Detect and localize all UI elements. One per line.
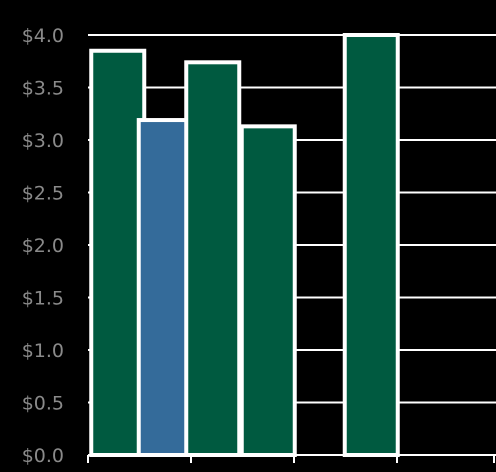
y-axis-ticks: $0.0 $0.5 $1.0 $1.5 $2.0 $2.5 $3.0 $3.5 $4.0 bbox=[22, 25, 64, 467]
y-tick-label: $2.0 bbox=[22, 235, 64, 257]
y-tick-label: $4.0 bbox=[22, 25, 64, 47]
y-tick-label: $2.5 bbox=[22, 183, 64, 205]
x-axis bbox=[87, 454, 496, 463]
y-tick-label: $1.5 bbox=[22, 288, 64, 310]
y-tick-label: $0.5 bbox=[22, 393, 64, 415]
bar-2 bbox=[184, 60, 242, 458]
bar-3 bbox=[239, 124, 297, 457]
y-tick-label: $1.0 bbox=[22, 340, 64, 362]
bar-4 bbox=[342, 33, 400, 457]
y-tick-label: $0.0 bbox=[22, 445, 64, 467]
bars bbox=[89, 33, 400, 458]
y-tick-label: $3.0 bbox=[22, 130, 64, 152]
bar-0 bbox=[89, 48, 147, 457]
bar-1 bbox=[136, 118, 194, 458]
y-tick-label: $3.5 bbox=[22, 78, 64, 100]
